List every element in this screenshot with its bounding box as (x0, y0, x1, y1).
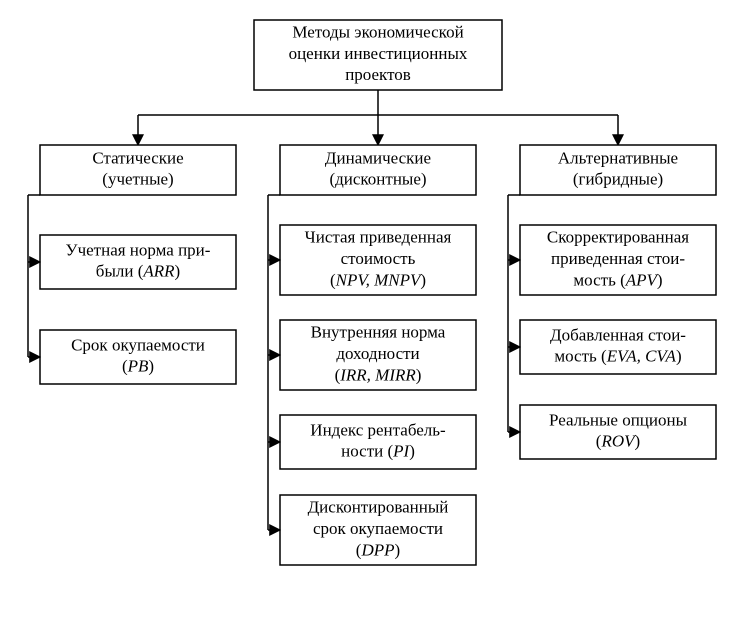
svg-text:(дисконтные): (дисконтные) (329, 170, 426, 189)
svg-text:Реальные опционы: Реальные опционы (549, 410, 688, 429)
svg-text:Скорректированная: Скорректированная (547, 228, 689, 247)
child-node-1-1: Внутренняя норма доходности (IRR, MIRR) (280, 320, 476, 390)
svg-text:приведенная стои-: приведенная стои- (551, 249, 685, 268)
diagram-canvas: Методы экономической оценки инвестиционны… (0, 0, 756, 633)
child-node-2-2: Реальные опционы (ROV) (520, 405, 716, 459)
svg-text:срок окупаемости: срок окупаемости (313, 519, 443, 538)
child-node-1-3: Дисконтированный срок окупаемости (DPP) (280, 495, 476, 565)
child-node-0-1: Срок окупаемости (PB) (40, 330, 236, 384)
child-node-2-0: Скорректированная приведенная стои-мость … (520, 225, 716, 295)
svg-text:были (ARR): были (ARR) (96, 262, 180, 281)
svg-text:мость (APV): мость (APV) (573, 270, 662, 289)
svg-text:ности (PI): ности (PI) (341, 442, 415, 461)
svg-text:Статические: Статические (92, 148, 183, 167)
svg-text:Внутренняя норма: Внутренняя норма (311, 323, 446, 342)
column-header-0: Статические (учетные) (40, 145, 236, 195)
svg-text:оценки инвестиционных: оценки инвестиционных (289, 44, 468, 63)
svg-text:(IRR, MIRR): (IRR, MIRR) (335, 365, 422, 384)
svg-text:(ROV): (ROV) (596, 432, 640, 451)
svg-text:(NPV, MNPV): (NPV, MNPV) (330, 270, 426, 289)
svg-text:Срок окупаемости: Срок окупаемости (71, 335, 205, 354)
column-header-1: Динамические (дисконтные) (280, 145, 476, 195)
svg-text:Добавленная стои-: Добавленная стои- (550, 325, 686, 344)
svg-text:Методы экономической: Методы экономической (292, 23, 463, 42)
svg-text:Альтернативные: Альтернативные (558, 148, 678, 167)
child-node-0-0: Учетная норма при-были (ARR) (40, 235, 236, 289)
svg-text:Учетная норма при-: Учетная норма при- (66, 240, 211, 259)
child-node-1-0: Чистая приведенная стоимость (NPV, MNPV) (280, 225, 476, 295)
child-node-1-2: Индекс рентабель-ности (PI) (280, 415, 476, 469)
child-node-2-1: Добавленная стои-мость (EVA, CVA) (520, 320, 716, 374)
svg-text:проектов: проектов (345, 65, 411, 84)
column-header-2: Альтернативные (гибридные) (520, 145, 716, 195)
svg-text:мость (EVA, CVA): мость (EVA, CVA) (554, 347, 681, 366)
svg-text:Дисконтированный: Дисконтированный (308, 498, 449, 517)
root-node: Методы экономической оценки инвестиционны… (254, 20, 502, 90)
svg-text:стоимость: стоимость (341, 249, 416, 268)
svg-text:Чистая приведенная: Чистая приведенная (305, 228, 452, 247)
svg-text:(DPP): (DPP) (356, 540, 400, 559)
svg-text:доходности: доходности (336, 344, 419, 363)
svg-text:(PB): (PB) (122, 357, 154, 376)
svg-text:(учетные): (учетные) (102, 170, 173, 189)
svg-text:(гибридные): (гибридные) (573, 170, 663, 189)
svg-text:Динамические: Динамические (325, 148, 431, 167)
svg-text:Индекс рентабель-: Индекс рентабель- (310, 420, 446, 439)
